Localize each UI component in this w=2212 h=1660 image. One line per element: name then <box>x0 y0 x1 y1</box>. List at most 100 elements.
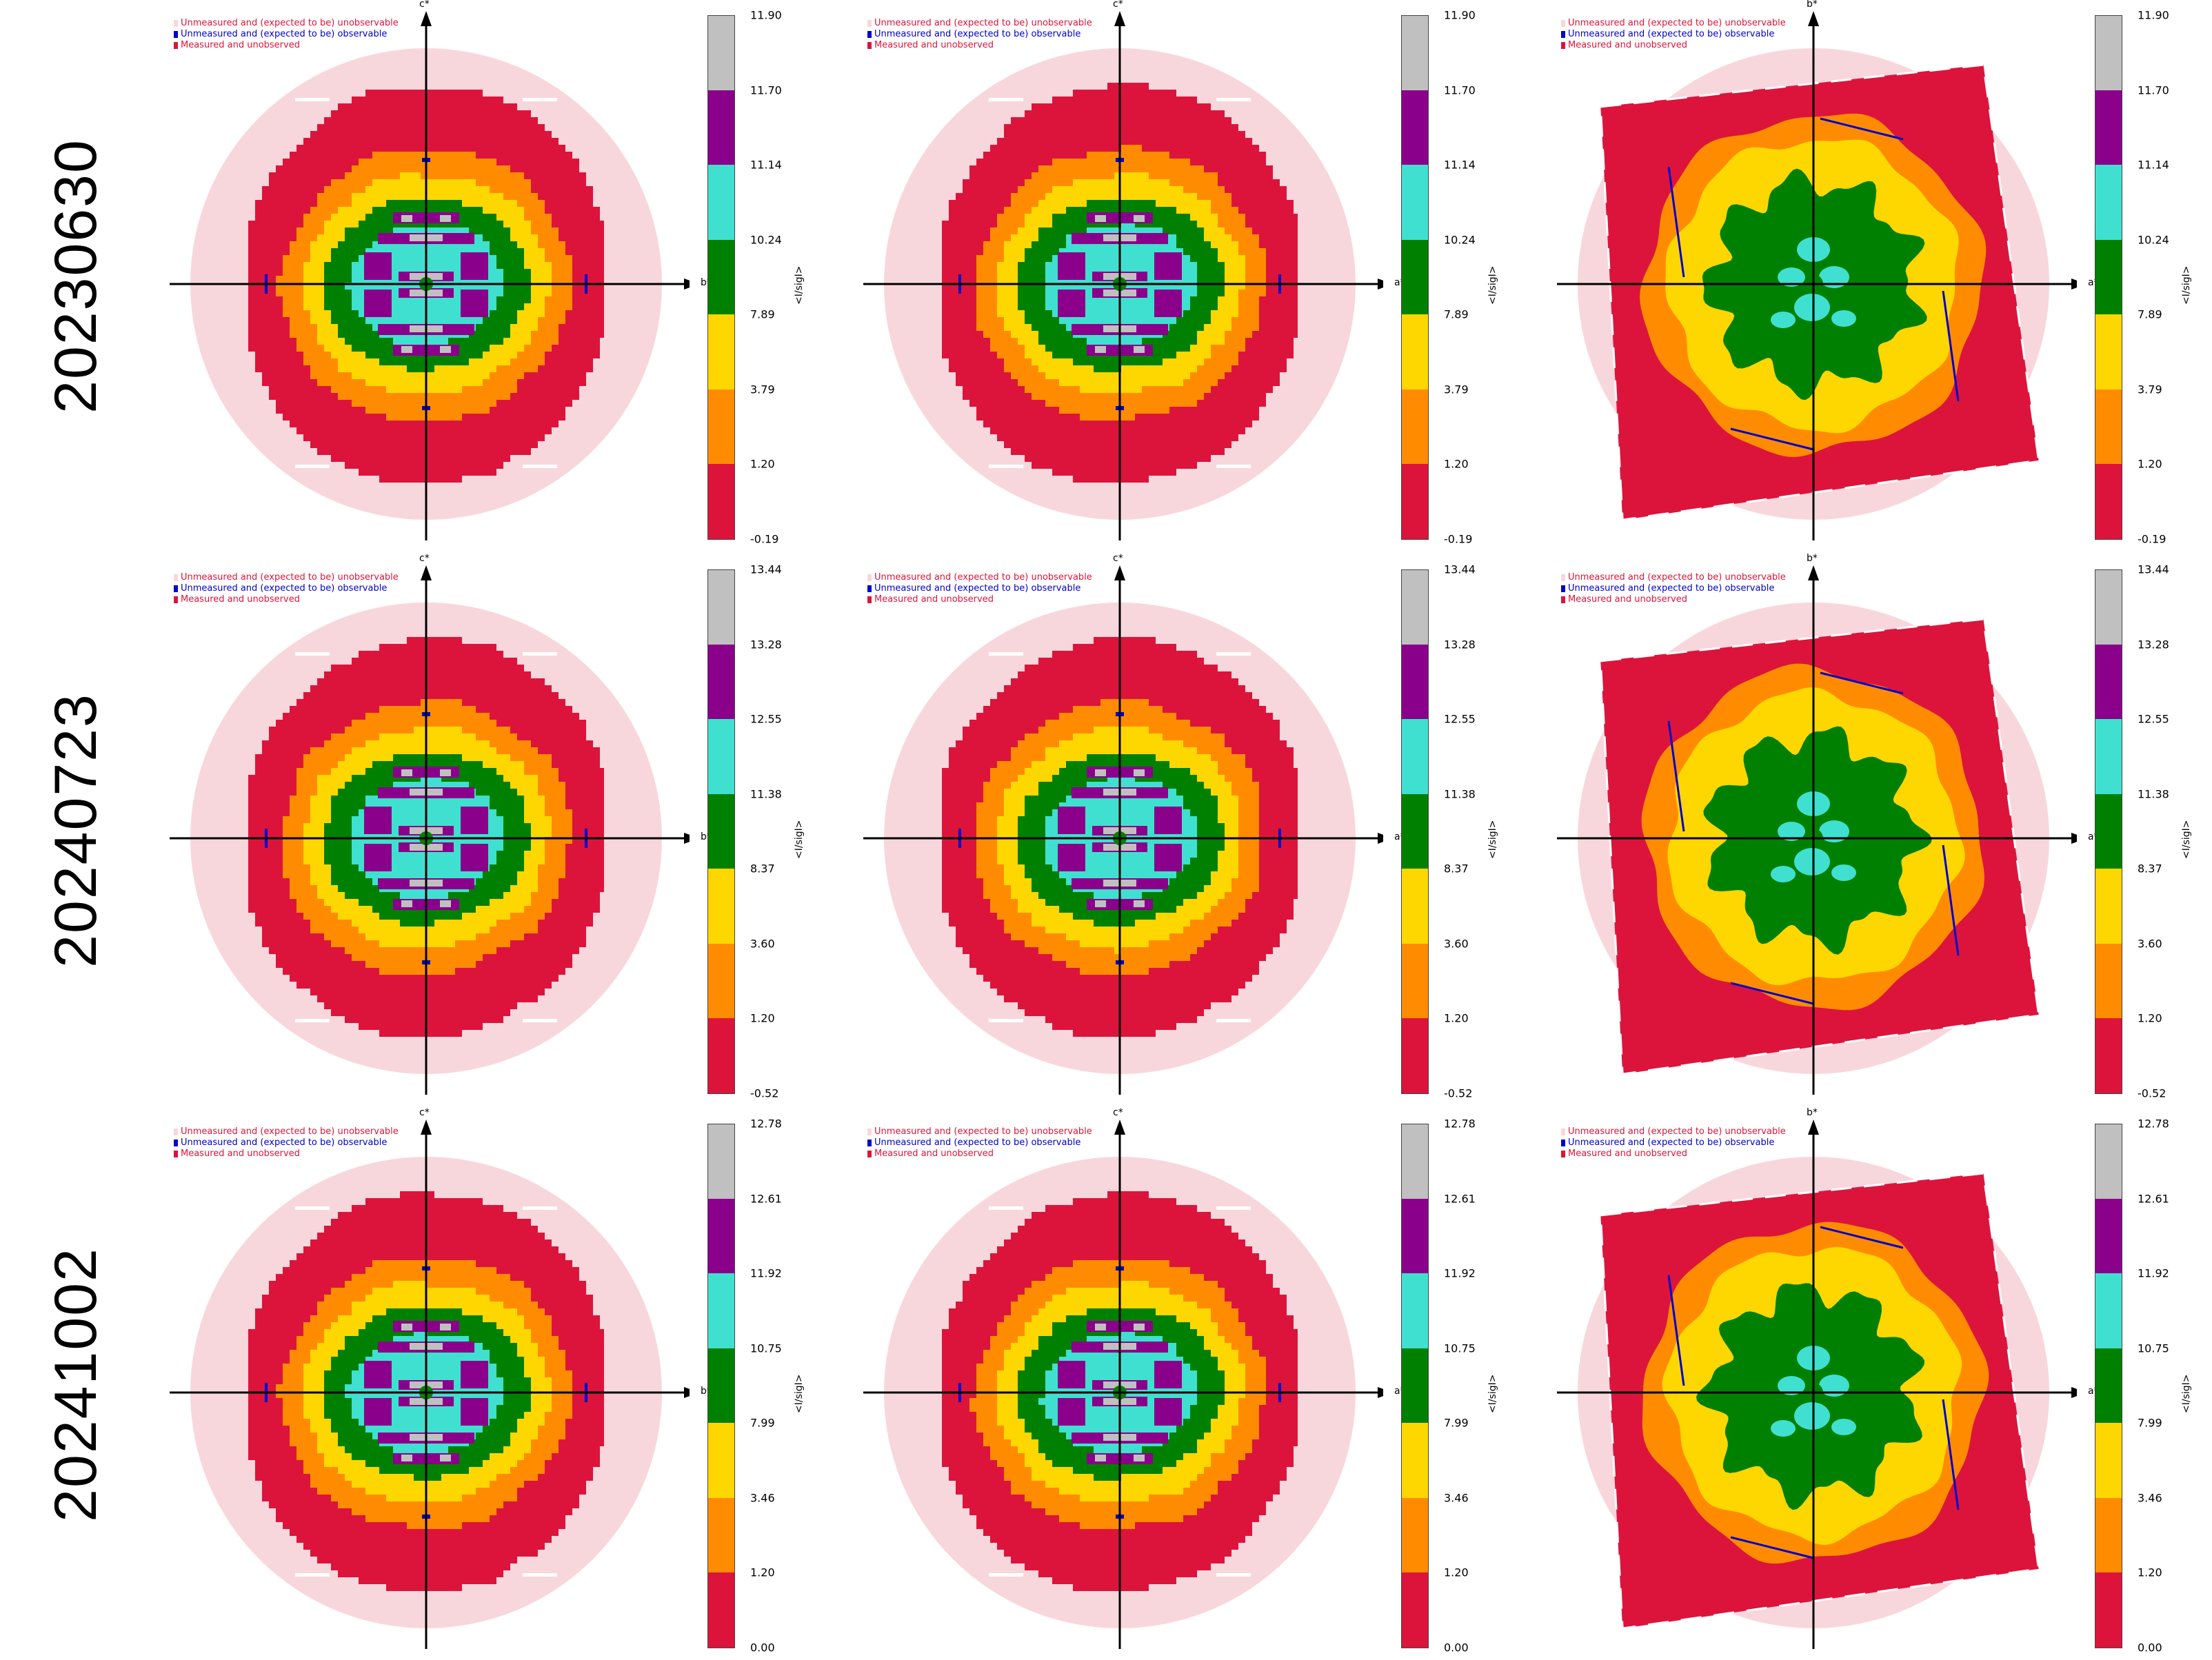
colorbar-segment <box>707 943 735 1019</box>
gap-mark <box>523 465 557 468</box>
colorbar-label: <I/sigI> <box>2181 265 2192 305</box>
axis-label-up: c* <box>419 553 430 564</box>
colorbar-segment <box>1401 389 1429 465</box>
legend-text: Unmeasured and (expected to be) observab… <box>874 583 1081 594</box>
legend-text: Unmeasured and (expected to be) observab… <box>181 583 388 594</box>
gap-mark <box>989 1019 1023 1022</box>
legend-text: Unmeasured and (expected to be) unobserv… <box>1568 1126 1786 1137</box>
colorbar-segment <box>707 1018 735 1094</box>
colorbar-segment <box>2095 793 2122 869</box>
colorbar-label: <I/sigI> <box>2181 820 2192 859</box>
right-arrow-icon <box>2071 1387 2077 1398</box>
colorbar-tick-label: 11.92 <box>750 1266 782 1280</box>
legend: Unmeasured and (expected to be) unobserv… <box>867 1126 1092 1160</box>
right-arrow-icon <box>684 1387 690 1398</box>
reciprocal-space-plot <box>863 1120 1383 1649</box>
observable-mark <box>1730 982 1814 1005</box>
colorbar-segment <box>1401 644 1429 720</box>
legend-item-unobservable: Unmeasured and (expected to be) unobserv… <box>1561 1126 1786 1137</box>
colorbar: 11.90 11.70 11.14 10.24 7.89 3.79 1.20 -0.19 <I/… <box>707 9 825 546</box>
legend-item-unobserved: Measured and unobserved <box>174 594 399 605</box>
colorbar-tick-label: 13.44 <box>750 563 782 576</box>
colorbar-segment <box>707 314 735 389</box>
colorbar-tick-label: 11.70 <box>2138 83 2169 97</box>
colorbar-tick-label: 13.28 <box>750 638 782 651</box>
legend-text: Unmeasured and (expected to be) observab… <box>874 1137 1081 1148</box>
colorbar-tick-label: 13.28 <box>1444 638 1476 651</box>
colorbar-tick-label: 11.14 <box>750 158 782 172</box>
colorbar-segment <box>2095 1497 2122 1573</box>
legend-item-unobservable: Unmeasured and (expected to be) unobserv… <box>1561 572 1786 583</box>
colorbar-segment <box>2095 314 2122 389</box>
colorbar: 12.78 12.61 11.92 10.75 7.99 3.46 1.20 0.00 <I/s… <box>707 1117 825 1654</box>
up-arrow-icon <box>421 11 432 26</box>
colorbar-tick-label: 1.20 <box>1444 1566 1469 1579</box>
colorbar-tick-label: 10.24 <box>750 233 782 247</box>
colorbar-segment <box>2095 1423 2122 1498</box>
colorbar-tick-label: 1.20 <box>1444 457 1469 471</box>
legend-swatch <box>174 20 178 27</box>
observable-mark <box>1820 671 1904 695</box>
legend: Unmeasured and (expected to be) unobserv… <box>1561 1126 1786 1160</box>
gap-mark <box>989 1206 1023 1210</box>
legend-item-unobserved: Measured and unobserved <box>867 40 1092 51</box>
legend-text: Measured and unobserved <box>1568 594 1687 605</box>
colorbar-segment <box>2095 644 2122 720</box>
right-arrow-icon <box>684 833 690 844</box>
legend-swatch <box>174 585 178 592</box>
observable-mark <box>1730 427 1814 451</box>
colorbar-tick-label: 11.92 <box>1444 1266 1476 1280</box>
axis-label-up: b* <box>1807 553 1818 564</box>
legend-swatch <box>867 574 872 581</box>
legend-text: Measured and unobserved <box>874 40 994 50</box>
legend-text: Unmeasured and (expected to be) unobserv… <box>181 1126 399 1137</box>
gap-mark <box>295 1019 330 1022</box>
gap-mark <box>1216 1019 1251 1022</box>
colorbar-tick-label: 11.14 <box>2138 158 2169 172</box>
legend-text: Measured and unobserved <box>1568 1148 1687 1159</box>
plot-panel: Unmeasured and (expected to be) unobserv… <box>859 1107 1521 1660</box>
legend: Unmeasured and (expected to be) unobserv… <box>174 18 399 51</box>
gap-mark <box>989 98 1023 101</box>
right-arrow-icon <box>1378 279 1383 290</box>
reciprocal-space-plot <box>170 1120 690 1649</box>
colorbar-label: <I/sigI> <box>794 1374 805 1413</box>
colorbar-segment <box>707 1572 735 1648</box>
legend-text: Measured and unobserved <box>1568 40 1687 50</box>
colorbar-segment <box>1401 869 1429 944</box>
legend-text: Unmeasured and (expected to be) unobserv… <box>1568 18 1786 28</box>
up-arrow-icon <box>1808 1120 1819 1135</box>
legend-swatch <box>174 31 178 38</box>
legend: Unmeasured and (expected to be) unobserv… <box>1561 18 1786 51</box>
legend-swatch <box>1561 42 1565 49</box>
reciprocal-space-plot <box>1557 565 2077 1095</box>
legend-item-observable: Unmeasured and (expected to be) observab… <box>174 29 399 40</box>
colorbar-tick-label: 1.20 <box>2138 1566 2162 1579</box>
colorbar-tick-label: 1.20 <box>750 1011 775 1025</box>
right-arrow-icon <box>684 279 690 290</box>
legend-item-unobserved: Measured and unobserved <box>867 1148 1092 1160</box>
legend-swatch <box>174 42 178 49</box>
plot-panel: Unmeasured and (expected to be) unobserv… <box>1553 1107 2212 1660</box>
axes <box>170 11 690 540</box>
plot-panel: Unmeasured and (expected to be) unobserv… <box>165 1107 827 1660</box>
legend-item-unobserved: Measured and unobserved <box>174 40 399 51</box>
bin-turquoise-spots <box>1771 237 1856 328</box>
colorbar-tick-label: 3.60 <box>1444 937 1469 951</box>
colorbar-tick-label: 1.20 <box>750 457 775 471</box>
colorbar-tick-label: 0.00 <box>750 1641 775 1654</box>
gap-mark <box>523 1206 557 1210</box>
legend-swatch <box>867 42 872 49</box>
colorbar-segment <box>707 869 735 944</box>
row-label-text: 20241002 <box>42 1246 109 1522</box>
gap-mark <box>295 1206 330 1210</box>
colorbar-segment <box>2095 569 2122 645</box>
colorbar-tick-label: 12.55 <box>1444 712 1476 726</box>
colorbar-tick-label: 13.44 <box>2138 563 2169 576</box>
colorbar: 12.78 12.61 11.92 10.75 7.99 3.46 1.20 0.00 <I/s… <box>1401 1117 1518 1654</box>
colorbar-tick-label: 1.20 <box>2138 1011 2162 1025</box>
colorbar-tick-label: 13.44 <box>1444 563 1476 576</box>
colorbar-tick-label: 7.99 <box>1444 1416 1469 1430</box>
colorbar-segment <box>1401 1124 1429 1200</box>
colorbar: 11.90 11.70 11.14 10.24 7.89 3.79 1.20 -0.19 <I/… <box>1401 9 1518 546</box>
